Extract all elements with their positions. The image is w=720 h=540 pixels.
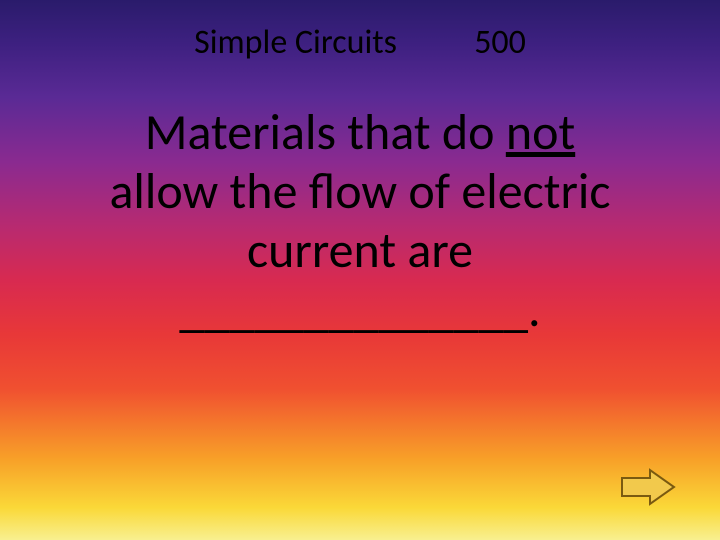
question-line-4: ______________. [40,280,680,339]
question-line-1: Materials that do not [40,103,680,162]
header-line: Simple Circuits 500 [194,22,526,63]
question-text: Materials that do not allow the flow of … [0,103,720,339]
question-line-2: allow the flow of electric [40,162,680,221]
points-value: 500 [474,22,526,63]
arrow-right-shape [622,470,674,504]
question-line-1-pre: Materials that do [145,102,506,163]
slide-header: Simple Circuits 500 [0,0,720,63]
question-line-1-underlined: not [506,102,575,163]
category-label: Simple Circuits [194,22,397,63]
next-button[interactable] [620,468,676,506]
question-line-3: current are [40,221,680,280]
arrow-right-icon [620,468,676,506]
